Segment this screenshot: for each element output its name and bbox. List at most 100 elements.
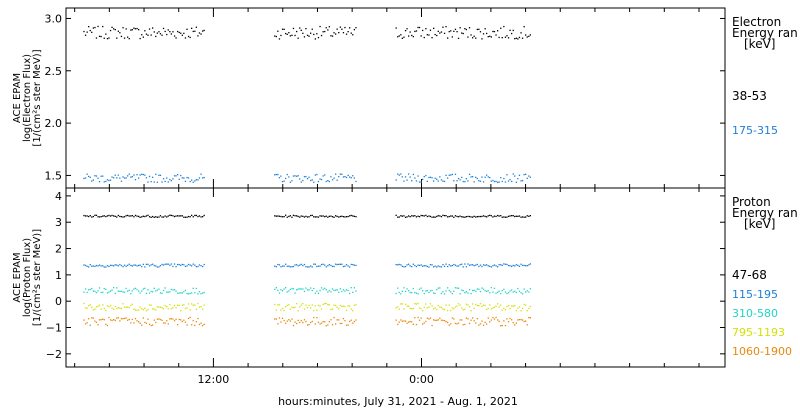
data-point xyxy=(98,319,101,321)
data-point xyxy=(403,215,405,217)
data-point xyxy=(277,323,279,325)
data-point xyxy=(131,303,133,305)
data-point xyxy=(280,321,282,323)
data-point xyxy=(161,319,163,321)
data-point xyxy=(202,324,204,327)
data-point xyxy=(429,176,432,178)
data-point xyxy=(447,216,449,218)
data-point xyxy=(324,264,326,266)
data-point xyxy=(489,304,491,306)
data-point xyxy=(500,292,502,295)
data-point xyxy=(88,26,90,28)
data-point xyxy=(345,289,348,291)
data-point xyxy=(503,307,505,309)
data-point xyxy=(443,215,446,217)
data-point xyxy=(281,28,284,30)
data-point xyxy=(186,216,188,218)
data-point xyxy=(414,177,416,179)
data-point xyxy=(408,173,410,175)
data-point xyxy=(145,292,148,294)
data-point xyxy=(122,291,124,293)
data-point xyxy=(338,263,340,265)
data-point xyxy=(83,264,85,266)
data-point xyxy=(447,321,449,324)
data-point xyxy=(152,263,154,265)
data-point xyxy=(411,34,413,37)
data-point xyxy=(95,37,98,39)
legend-series-label: 115-195 xyxy=(732,288,778,301)
data-point xyxy=(89,324,91,326)
data-point xyxy=(447,177,449,179)
data-point xyxy=(180,319,182,321)
data-point xyxy=(429,317,432,319)
data-point xyxy=(187,177,190,179)
data-point xyxy=(328,304,330,306)
data-point xyxy=(520,318,522,321)
data-point xyxy=(459,319,461,321)
data-point xyxy=(428,291,430,294)
data-point xyxy=(467,292,469,294)
data-point xyxy=(422,310,424,312)
data-point xyxy=(454,322,457,325)
data-point xyxy=(506,318,508,320)
data-point xyxy=(130,322,132,324)
data-point xyxy=(150,304,152,306)
data-point xyxy=(486,264,488,266)
data-point xyxy=(200,322,202,324)
data-point xyxy=(352,34,354,36)
data-point xyxy=(489,35,491,37)
data-point xyxy=(398,321,400,323)
data-point xyxy=(353,287,355,289)
data-point xyxy=(479,323,482,325)
data-point xyxy=(418,216,421,218)
data-point xyxy=(425,214,427,216)
data-point xyxy=(408,305,410,307)
data-point xyxy=(529,176,531,178)
data-point xyxy=(306,178,309,180)
data-point xyxy=(275,35,277,38)
data-point xyxy=(437,319,439,321)
data-point xyxy=(456,215,458,218)
y-tick-label: −1 xyxy=(46,322,62,335)
data-point xyxy=(482,288,485,290)
data-point xyxy=(100,308,102,310)
data-point xyxy=(489,292,491,294)
data-point xyxy=(462,309,464,311)
data-point xyxy=(114,264,116,266)
data-point xyxy=(422,215,424,217)
data-point xyxy=(173,175,176,177)
data-point xyxy=(123,216,126,218)
data-point xyxy=(518,265,521,267)
data-point xyxy=(330,308,332,311)
data-point xyxy=(345,176,348,179)
data-point xyxy=(461,263,463,265)
data-point xyxy=(475,264,477,266)
data-point xyxy=(467,318,469,320)
data-point xyxy=(150,216,152,218)
data-point xyxy=(317,37,320,39)
data-point xyxy=(495,215,497,218)
data-point xyxy=(476,318,478,320)
data-point xyxy=(486,216,488,218)
data-point xyxy=(114,174,116,176)
data-point xyxy=(487,307,489,310)
data-point xyxy=(439,306,441,308)
data-point xyxy=(422,178,424,180)
data-point xyxy=(443,320,446,322)
data-point xyxy=(280,175,282,177)
data-point xyxy=(191,214,193,216)
data-point xyxy=(198,215,201,217)
data-point xyxy=(456,180,458,182)
data-point xyxy=(274,303,276,306)
data-point xyxy=(450,309,452,312)
data-point xyxy=(166,33,168,36)
data-point xyxy=(194,214,196,217)
data-point xyxy=(445,215,447,217)
data-point xyxy=(514,290,516,292)
data-point xyxy=(173,304,176,307)
data-point xyxy=(105,33,107,35)
data-point xyxy=(173,35,176,37)
data-point xyxy=(189,309,191,311)
data-point xyxy=(311,179,313,181)
legend-header-line: Energy ran xyxy=(732,26,798,40)
